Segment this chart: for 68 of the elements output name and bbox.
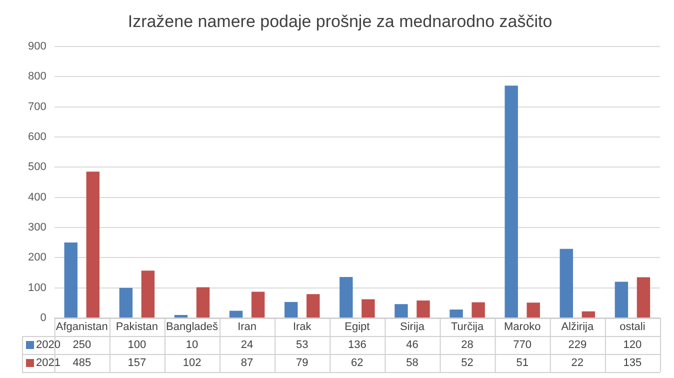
data-label: 120	[623, 339, 642, 352]
bar	[394, 304, 408, 318]
x-tick-label: Irak	[292, 321, 312, 334]
y-tick-label: 900	[28, 40, 46, 52]
bar	[86, 172, 100, 318]
x-tick-label: Sirija	[400, 321, 426, 334]
bar	[141, 270, 155, 318]
data-label: 52	[461, 357, 474, 370]
x-tick-label: Maroko	[504, 321, 541, 334]
data-label: 229	[568, 339, 587, 352]
bar	[64, 242, 78, 318]
x-tick-label: Turčija	[450, 321, 484, 334]
y-tick-label: 200	[28, 252, 46, 264]
bar	[636, 277, 650, 318]
data-label: 100	[128, 339, 146, 352]
bar	[251, 292, 265, 318]
x-tick-label: Bangladeš	[166, 321, 218, 334]
y-tick-label: 500	[28, 161, 46, 174]
x-tick-label: Alžirija	[561, 321, 594, 334]
data-label: 136	[348, 339, 366, 352]
bar	[450, 310, 463, 318]
y-tick-label: 0	[40, 312, 46, 324]
x-tick-label: Pakistan	[116, 321, 158, 334]
bar	[284, 302, 298, 318]
y-tick-label: 700	[28, 100, 46, 113]
y-tick-label: 400	[28, 191, 46, 204]
bar	[504, 86, 518, 318]
data-label: 22	[571, 357, 584, 370]
x-tick-label: Egipt	[344, 321, 370, 334]
data-label: 46	[406, 339, 418, 352]
bar	[416, 300, 430, 318]
legend-label: 2020	[36, 339, 60, 352]
y-tick-label: 800	[28, 70, 46, 83]
bar	[362, 299, 375, 318]
y-tick-label: 100	[28, 282, 46, 294]
legend-label: 2021	[36, 357, 60, 370]
data-label: 770	[513, 339, 532, 352]
data-label: 62	[351, 357, 364, 370]
bar	[196, 287, 210, 318]
y-tick-label: 300	[28, 222, 46, 234]
bar	[306, 294, 320, 318]
bar	[582, 311, 596, 318]
data-label: 24	[240, 339, 254, 352]
bar	[614, 282, 628, 318]
x-tick-label: ostali	[620, 321, 646, 334]
data-label: 87	[240, 357, 254, 370]
bar	[560, 248, 574, 318]
data-label: 58	[406, 357, 418, 370]
data-label: 10	[186, 339, 198, 352]
bar	[229, 310, 243, 318]
data-label: 135	[623, 357, 642, 370]
data-label: 485	[72, 357, 92, 370]
data-label: 102	[182, 357, 202, 370]
data-label: 250	[72, 339, 92, 352]
bar	[526, 302, 540, 318]
x-tick-label: Afganistan	[56, 321, 108, 334]
y-tick-label: 600	[28, 130, 46, 143]
bar	[119, 288, 133, 318]
data-label: 51	[516, 357, 528, 370]
x-tick-label: Iran	[238, 321, 257, 334]
bar	[174, 314, 188, 318]
bar	[472, 302, 485, 318]
chart-title: Izražene namere podaje prošnje za mednarodno zaščito	[128, 12, 552, 31]
data-label: 79	[296, 357, 308, 370]
data-label: 157	[128, 357, 146, 370]
bar	[340, 276, 353, 318]
data-label: 53	[296, 339, 308, 352]
data-label: 28	[461, 339, 474, 352]
